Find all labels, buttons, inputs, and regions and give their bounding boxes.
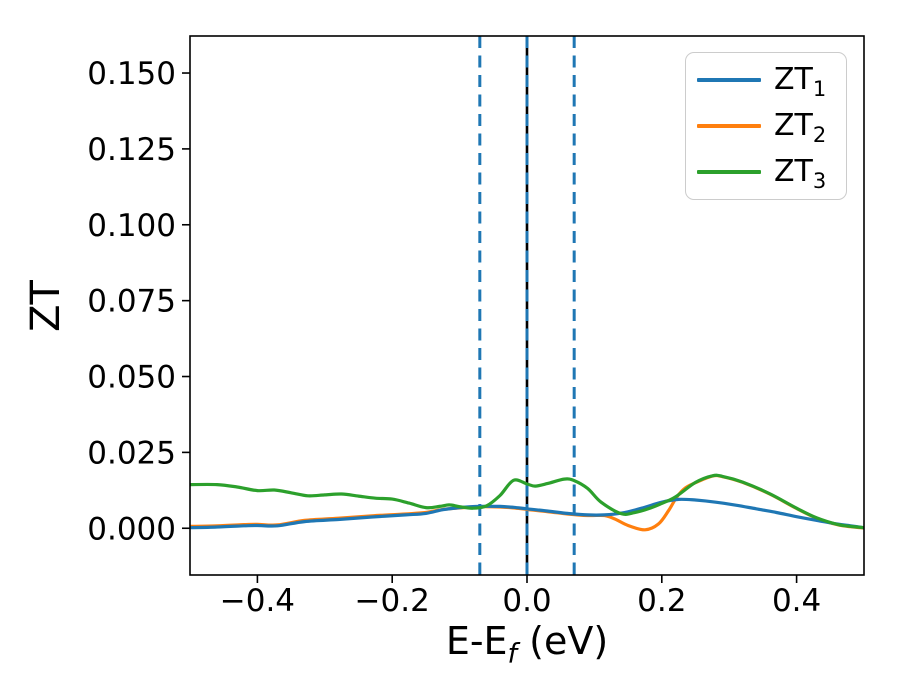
legend-item-zt1: ZT1 [686, 62, 846, 101]
y-tick-label: 0.025 [87, 435, 176, 471]
legend-label: ZT2 [774, 108, 827, 147]
series-line-zt3 [190, 473, 864, 530]
y-tick-label: 0.075 [87, 284, 176, 320]
legend-item-zt3: ZT3 [686, 154, 846, 193]
legend-line-sample [697, 169, 761, 175]
legend-line-sample [697, 123, 761, 129]
x-axis-label-main: E-E [445, 619, 508, 663]
x-axis-label: E-Ef (eV) [445, 619, 609, 668]
x-axis-label-subscript: f [507, 638, 518, 670]
x-tick-label: 0.4 [772, 583, 821, 619]
x-axis-ticks: −0.4 −0.2 0.0 0.2 0.4 [220, 575, 821, 619]
y-tick-label: 0.150 [87, 56, 176, 92]
x-axis-label-unit: (eV) [517, 619, 609, 663]
y-tick-label: 0.125 [87, 132, 176, 168]
y-tick-label: 0.000 [87, 511, 176, 547]
legend-item-zt2: ZT2 [686, 108, 846, 147]
legend-line-sample [697, 77, 761, 83]
y-tick-label: 0.100 [87, 208, 176, 244]
legend: ZT1 ZT2 ZT3 [685, 52, 847, 200]
y-axis-ticks: 0.000 0.025 0.050 0.075 0.100 0.125 0.150 [87, 56, 190, 547]
x-tick-label: −0.2 [355, 583, 430, 619]
legend-label: ZT3 [774, 154, 827, 193]
x-tick-label: 0.2 [637, 583, 686, 619]
x-tick-label: −0.4 [220, 583, 295, 619]
y-axis-label: ZT [23, 280, 69, 332]
plot-area [190, 36, 864, 575]
series-lines [190, 473, 864, 532]
reference-vlines [478, 36, 576, 575]
y-tick-label: 0.050 [87, 360, 176, 396]
legend-label: ZT1 [774, 62, 827, 101]
series-line-zt1 [190, 497, 864, 530]
x-tick-label: 0.0 [502, 583, 551, 619]
